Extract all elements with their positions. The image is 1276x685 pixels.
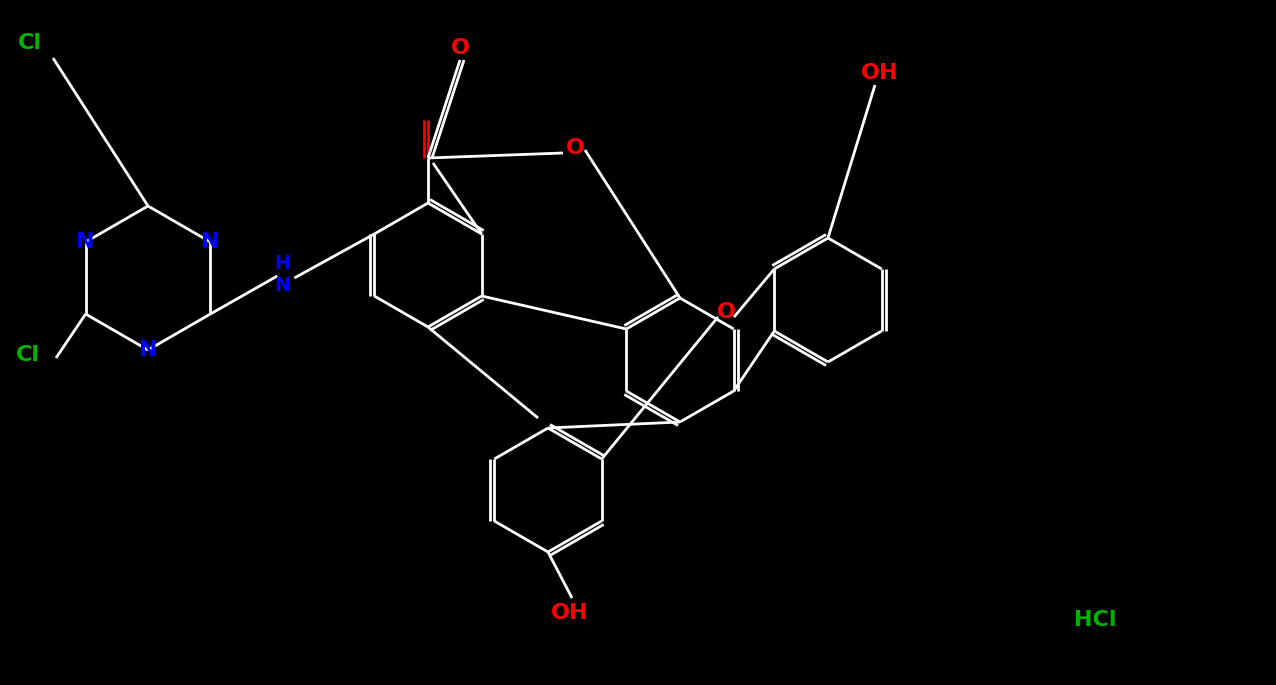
Text: O: O xyxy=(717,302,735,322)
Text: N: N xyxy=(77,232,94,252)
Text: N: N xyxy=(139,340,157,360)
Text: N: N xyxy=(202,232,219,252)
Text: OH: OH xyxy=(551,603,588,623)
Text: Cl: Cl xyxy=(18,33,42,53)
Text: Cl: Cl xyxy=(17,345,40,365)
Text: O: O xyxy=(450,38,470,58)
Text: O: O xyxy=(565,138,584,158)
Text: OH: OH xyxy=(861,63,898,83)
Text: H
N: H N xyxy=(274,253,291,295)
Text: HCl: HCl xyxy=(1073,610,1116,630)
